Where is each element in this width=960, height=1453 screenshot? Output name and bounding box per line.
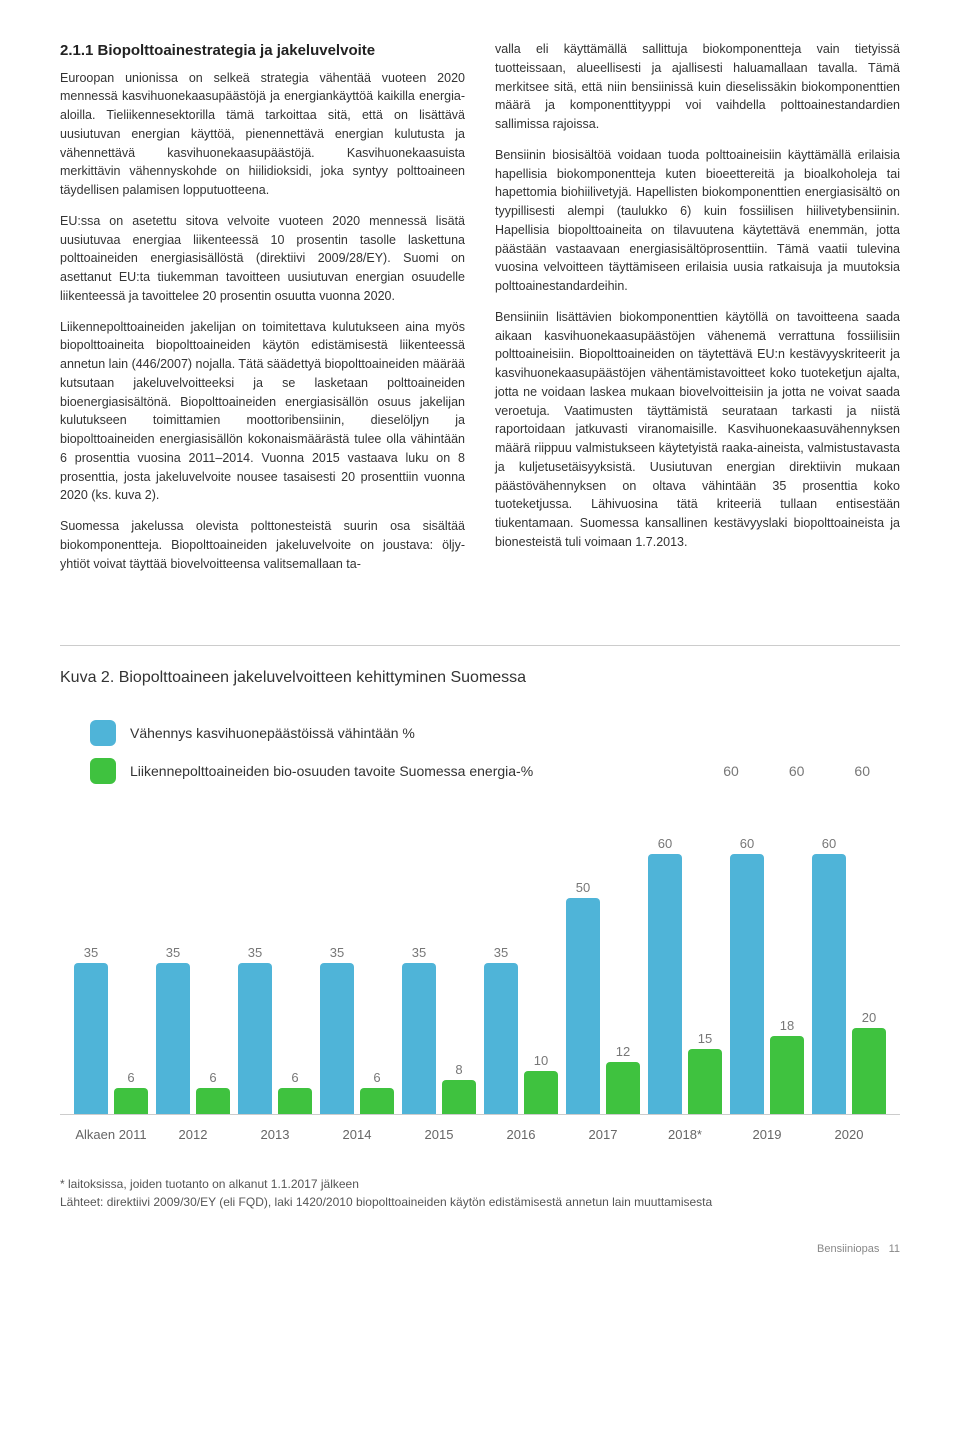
paragraph: Suomessa jakelussa olevista polttonestei…: [60, 517, 465, 573]
bar-group: 356: [316, 814, 398, 1114]
bar-group: 358: [398, 814, 480, 1114]
bar-value: 35: [84, 943, 98, 963]
paragraph: EU:ssa on asetettu sitova velvoite vuote…: [60, 212, 465, 306]
bar-value: 35: [248, 943, 262, 963]
paragraph: Euroopan unionissa on selkeä strategia v…: [60, 69, 465, 200]
bar-value: 50: [576, 878, 590, 898]
bar-green: 18: [770, 1036, 804, 1114]
legend-item-blue: Vähennys kasvihuonepäästöissä vähintään …: [90, 720, 900, 746]
bar-value: 35: [412, 943, 426, 963]
bar-value: 6: [209, 1068, 216, 1088]
bar-value: 10: [534, 1051, 548, 1071]
bar-blue: 60: [648, 854, 682, 1114]
bar-blue: 35: [156, 963, 190, 1115]
chart-title: Kuva 2. Biopolttoaineen jakeluvelvoittee…: [60, 666, 900, 690]
legend-label-blue: Vähennys kasvihuonepäästöissä vähintään …: [130, 723, 415, 744]
bar-blue: 50: [566, 898, 600, 1115]
bar-value: 60: [658, 834, 672, 854]
legend-label-green: Liikennepolttoaineiden bio-osuuden tavoi…: [130, 761, 533, 782]
chart-x-axis: Alkaen 20112012201320142015201620172018*…: [60, 1114, 900, 1145]
bar-value: 8: [455, 1060, 462, 1080]
bar-blue: 60: [730, 854, 764, 1114]
text-columns: 2.1.1 Biopolttoainestrategia ja jakeluve…: [60, 40, 900, 585]
bar-group: 6018: [726, 814, 808, 1114]
bar-blue: 35: [484, 963, 518, 1115]
bar-value: 60: [740, 834, 754, 854]
bar-value: 60: [822, 834, 836, 854]
chart-area: 35635635635635835105012601560186020: [60, 814, 900, 1114]
legend-swatch-blue: [90, 720, 116, 746]
x-axis-label: 2014: [316, 1125, 398, 1145]
x-axis-label: 2018*: [644, 1125, 726, 1145]
bar-value: 6: [291, 1068, 298, 1088]
bar-blue: 35: [320, 963, 354, 1115]
x-axis-label: 2012: [152, 1125, 234, 1145]
bar-blue: 35: [402, 963, 436, 1115]
section-heading: 2.1.1 Biopolttoainestrategia ja jakeluve…: [60, 40, 465, 63]
bar-group: 3510: [480, 814, 562, 1114]
bar-value: 35: [330, 943, 344, 963]
bar-group: 356: [234, 814, 316, 1114]
bar-group: 6015: [644, 814, 726, 1114]
x-axis-label: Alkaen 2011: [70, 1125, 152, 1145]
bar-value: 15: [698, 1029, 712, 1049]
paragraph: valla eli käyttämällä sallittuja biokomp…: [495, 40, 900, 134]
legend-swatch-green: [90, 758, 116, 784]
bar-green: 8: [442, 1080, 476, 1115]
bar-green: 6: [278, 1088, 312, 1114]
page-footer: Bensiiniopas 11: [60, 1241, 900, 1258]
bar-blue: 60: [812, 854, 846, 1114]
bar-value: 12: [616, 1042, 630, 1062]
bar-value: 6: [373, 1068, 380, 1088]
x-axis-label: 2017: [562, 1125, 644, 1145]
chart-footnote: * laitoksissa, joiden tuotanto on alkanu…: [60, 1175, 900, 1211]
bar-green: 6: [114, 1088, 148, 1114]
legend-item-green: Liikennepolttoaineiden bio-osuuden tavoi…: [90, 758, 533, 784]
bar-group: 356: [152, 814, 234, 1114]
bar-green: 20: [852, 1028, 886, 1115]
chart-legend: Vähennys kasvihuonepäästöissä vähintään …: [60, 720, 900, 784]
bar-group: 5012: [562, 814, 644, 1114]
bar-green: 15: [688, 1049, 722, 1114]
x-axis-label: 2019: [726, 1125, 808, 1145]
bar-value: 18: [780, 1016, 794, 1036]
right-column: valla eli käyttämällä sallittuja biokomp…: [495, 40, 900, 585]
chart-section: Kuva 2. Biopolttoaineen jakeluvelvoittee…: [60, 645, 900, 1211]
bar-value: 6: [127, 1068, 134, 1088]
bar-green: 6: [196, 1088, 230, 1114]
bar-value: 20: [862, 1008, 876, 1028]
bar-blue: 35: [74, 963, 108, 1115]
chart-top-labels: 60 60 60: [723, 761, 900, 782]
x-axis-label: 2015: [398, 1125, 480, 1145]
bar-value: 35: [494, 943, 508, 963]
paragraph: Bensiinin biosisältöä voidaan tuoda polt…: [495, 146, 900, 296]
bar-blue: 35: [238, 963, 272, 1115]
bar-group: 6020: [808, 814, 890, 1114]
x-axis-label: 2013: [234, 1125, 316, 1145]
bar-green: 12: [606, 1062, 640, 1114]
paragraph: Bensiiniin lisättävien biokomponenttien …: [495, 308, 900, 552]
bar-green: 6: [360, 1088, 394, 1114]
bar-group: 356: [70, 814, 152, 1114]
x-axis-label: 2016: [480, 1125, 562, 1145]
bar-value: 35: [166, 943, 180, 963]
left-column: 2.1.1 Biopolttoainestrategia ja jakeluve…: [60, 40, 465, 585]
bar-green: 10: [524, 1071, 558, 1114]
x-axis-label: 2020: [808, 1125, 890, 1145]
paragraph: Liikennepolttoaineiden jakelijan on toim…: [60, 318, 465, 506]
